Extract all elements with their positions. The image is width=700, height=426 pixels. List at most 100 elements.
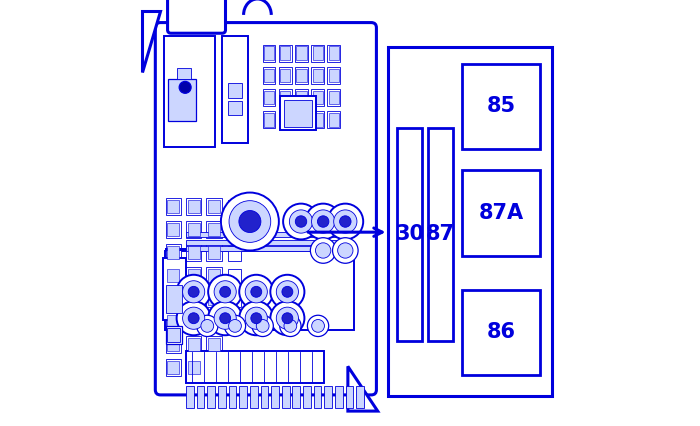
Circle shape (208, 301, 242, 335)
Bar (165, 267, 181, 284)
Bar (312, 67, 324, 84)
FancyBboxPatch shape (155, 23, 377, 395)
Bar (178, 68, 191, 79)
Bar (262, 111, 275, 128)
Bar (165, 285, 182, 313)
Bar (296, 113, 307, 127)
Bar (279, 111, 292, 128)
Circle shape (214, 281, 237, 303)
Bar (218, 386, 225, 408)
Bar (186, 244, 202, 261)
Circle shape (276, 281, 298, 303)
Circle shape (283, 204, 319, 239)
Bar (328, 67, 340, 84)
Bar (165, 221, 181, 238)
Bar (165, 244, 181, 261)
Bar (165, 198, 181, 215)
Bar (186, 351, 324, 383)
Bar (284, 100, 312, 127)
Circle shape (239, 210, 261, 233)
Bar (228, 83, 242, 98)
Circle shape (239, 301, 273, 335)
Bar (279, 89, 292, 106)
Bar (188, 269, 200, 282)
Bar (167, 223, 179, 236)
Bar (312, 46, 323, 60)
Text: 30: 30 (395, 225, 424, 244)
Bar (186, 290, 202, 307)
Bar (229, 386, 237, 408)
Bar (165, 359, 181, 376)
Circle shape (270, 275, 304, 309)
Bar (188, 315, 200, 328)
Bar (222, 36, 248, 143)
Bar (186, 240, 337, 245)
Circle shape (229, 320, 241, 332)
Bar (271, 386, 279, 408)
Bar (312, 69, 323, 82)
Bar (188, 200, 200, 213)
Bar (167, 246, 179, 259)
Bar (295, 89, 308, 106)
Bar (206, 290, 222, 307)
Bar (197, 386, 204, 408)
Bar (264, 113, 274, 127)
Bar (279, 45, 292, 62)
Bar (206, 244, 222, 261)
Bar (280, 113, 290, 127)
Circle shape (337, 243, 353, 258)
Bar (186, 246, 337, 251)
Circle shape (280, 315, 301, 337)
Circle shape (312, 210, 335, 233)
Bar (228, 200, 241, 215)
Bar (164, 248, 354, 251)
Bar (168, 79, 196, 121)
Circle shape (284, 320, 297, 332)
Bar (206, 336, 222, 353)
Bar (165, 336, 181, 353)
Circle shape (183, 281, 204, 303)
Bar (296, 91, 307, 104)
Bar (164, 251, 354, 330)
Bar (260, 386, 268, 408)
Circle shape (252, 315, 273, 337)
Circle shape (334, 210, 357, 233)
Bar (295, 111, 308, 128)
Circle shape (256, 320, 269, 332)
Bar (188, 223, 200, 236)
Bar (162, 258, 186, 320)
Bar (165, 313, 181, 330)
Polygon shape (348, 366, 378, 411)
Bar (165, 290, 181, 307)
Circle shape (220, 313, 230, 324)
Bar (164, 36, 215, 147)
Bar (228, 101, 242, 115)
Bar (296, 46, 307, 60)
Bar (208, 269, 220, 282)
Bar (208, 246, 220, 259)
Bar (208, 338, 220, 351)
Bar (303, 386, 311, 408)
Circle shape (239, 275, 273, 309)
Circle shape (224, 315, 246, 337)
Bar (461, 64, 540, 149)
Text: 87: 87 (426, 225, 455, 244)
Bar (335, 386, 343, 408)
Polygon shape (142, 11, 160, 72)
Bar (280, 96, 316, 130)
Bar (186, 386, 194, 408)
Bar (314, 386, 321, 408)
Bar (264, 46, 274, 60)
Bar (329, 91, 339, 104)
Bar (262, 67, 275, 84)
Bar (312, 89, 324, 106)
Bar (188, 338, 200, 351)
Circle shape (208, 275, 242, 309)
Bar (280, 46, 290, 60)
Bar (167, 328, 181, 342)
Bar (206, 267, 222, 284)
Circle shape (176, 301, 211, 335)
Circle shape (251, 313, 262, 324)
Bar (329, 113, 339, 127)
Bar (228, 246, 241, 261)
